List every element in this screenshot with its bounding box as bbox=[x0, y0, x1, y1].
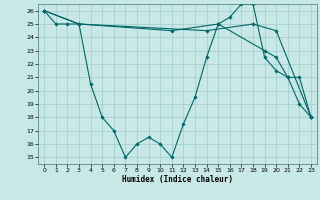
X-axis label: Humidex (Indice chaleur): Humidex (Indice chaleur) bbox=[122, 175, 233, 184]
